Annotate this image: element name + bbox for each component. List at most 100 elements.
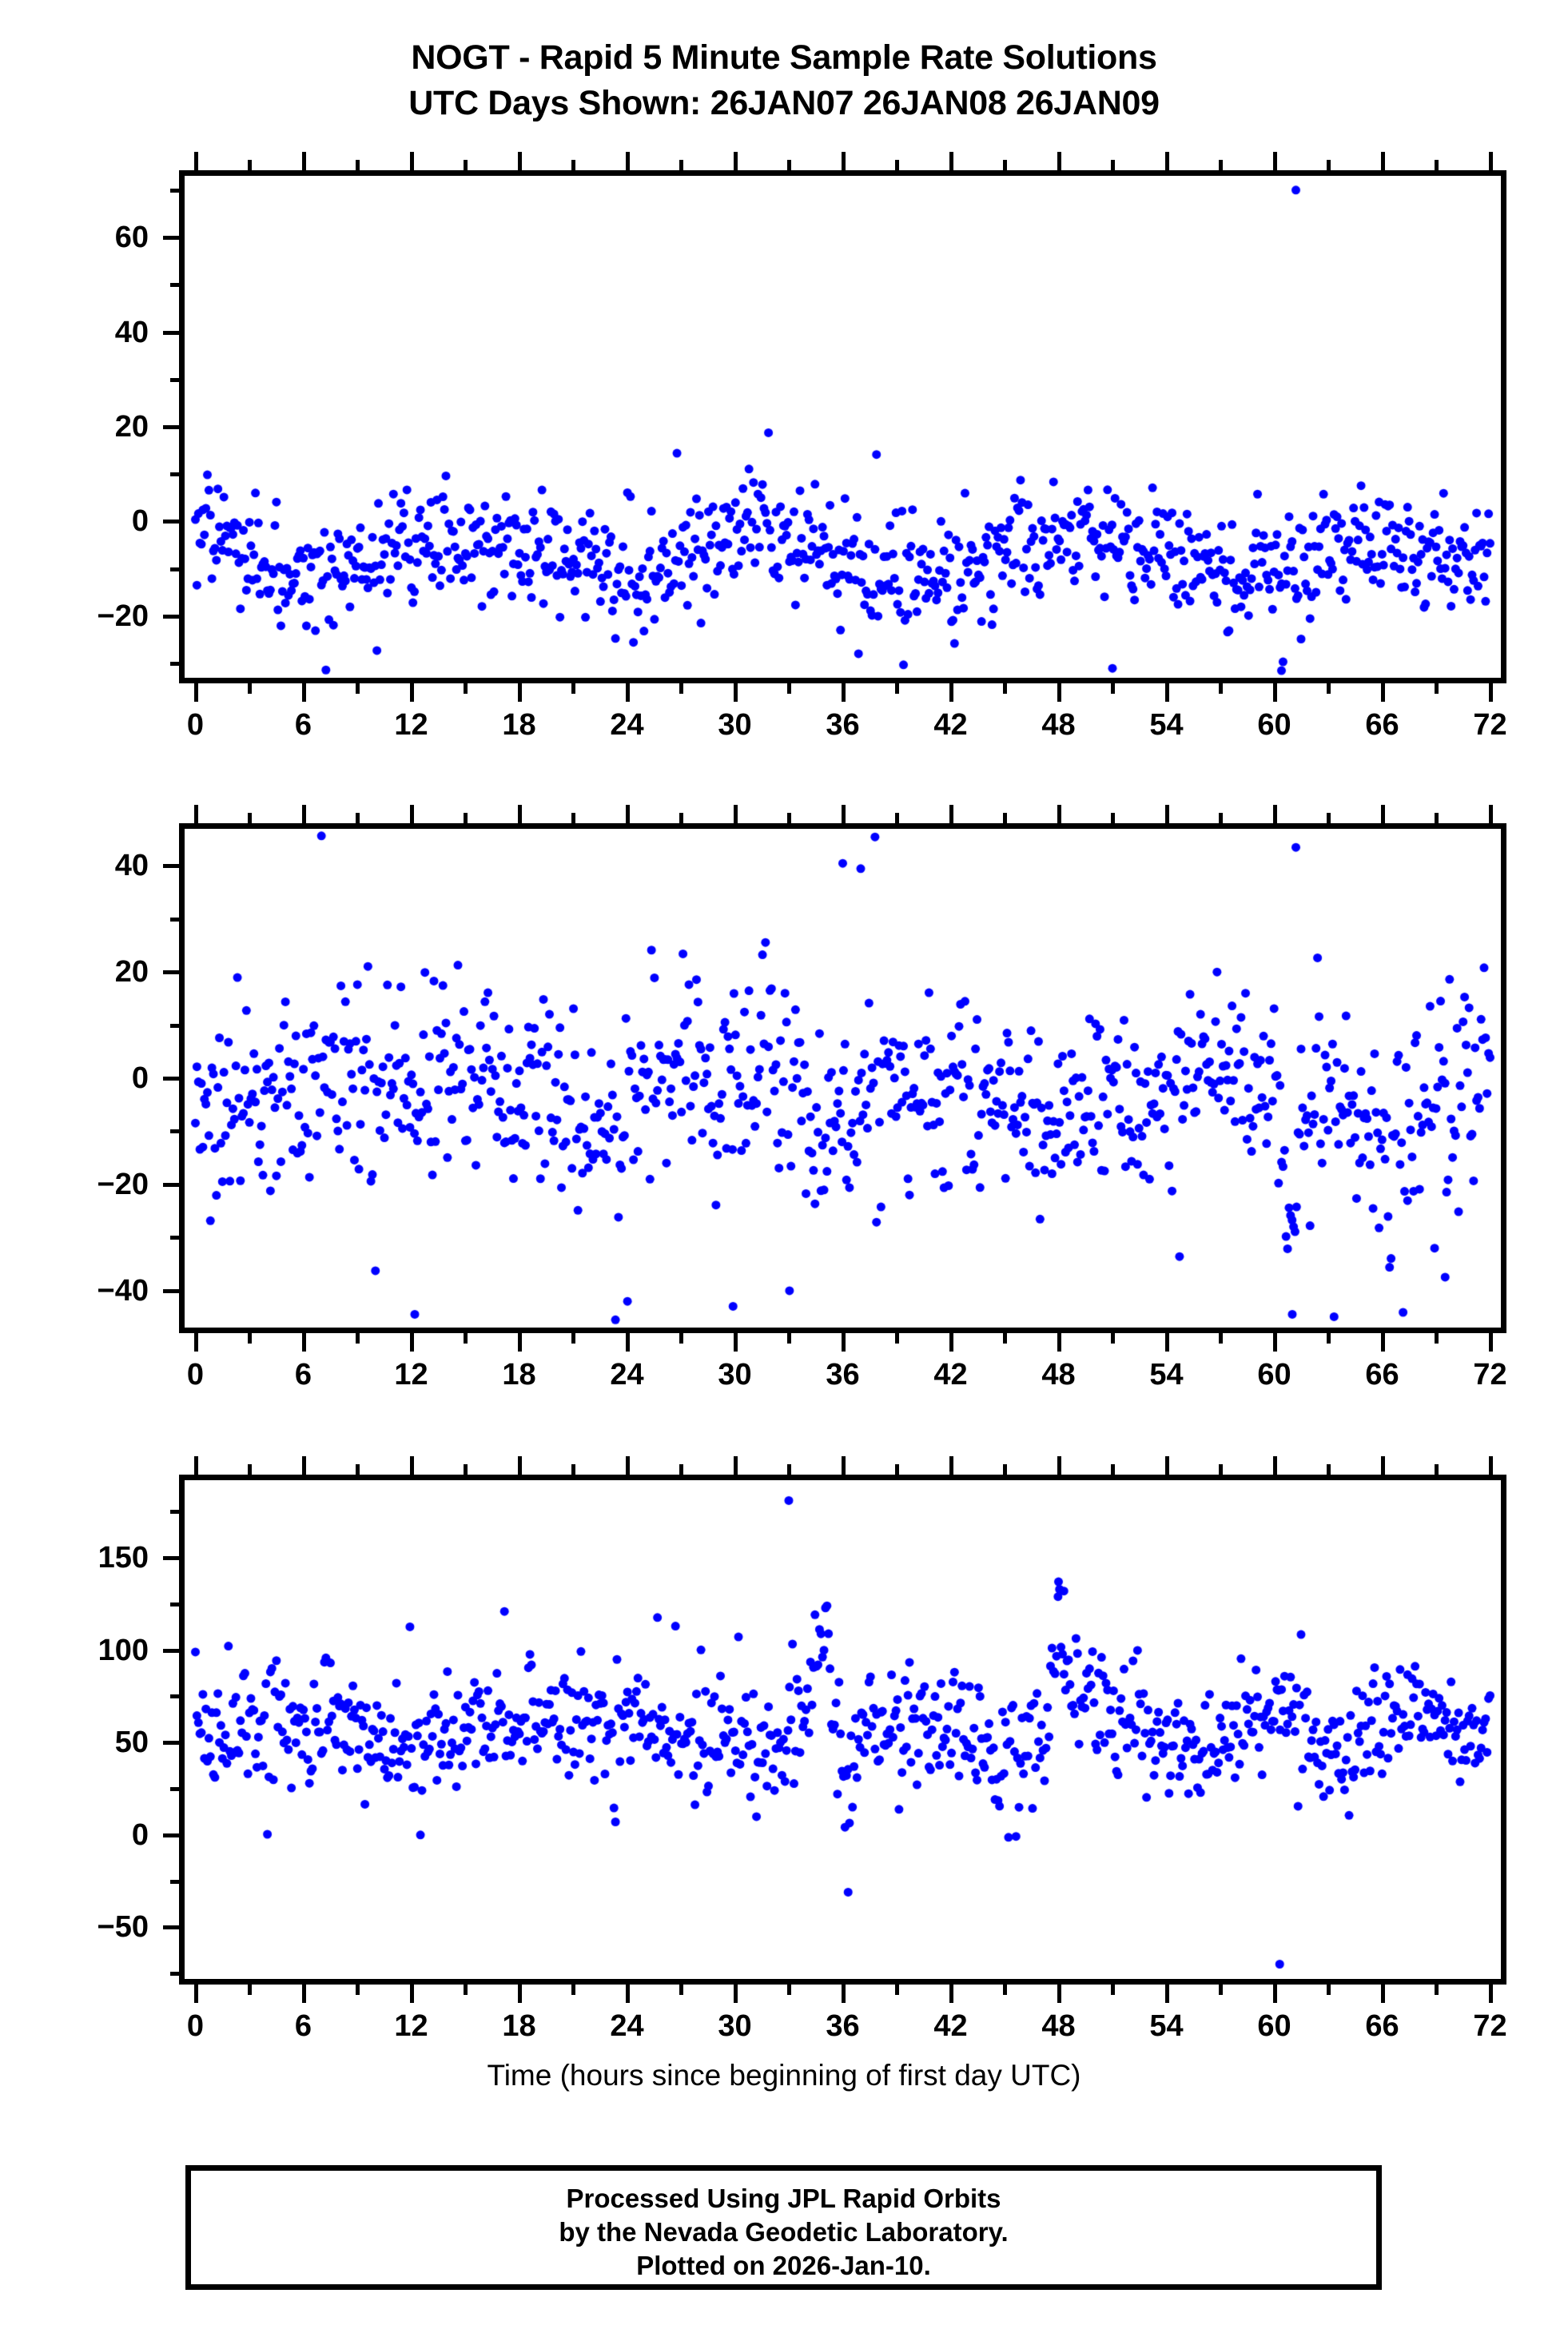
x-tick-top-major-east: [193, 152, 198, 170]
y-tick-minor-east: [170, 377, 179, 382]
x-tick-major-north: [517, 1333, 522, 1352]
x-tick-top-major-up: [949, 1456, 953, 1475]
x-tick-major-up: [517, 1985, 522, 2003]
y-tick-major-east: [163, 614, 179, 619]
x-tick-minor-east: [248, 683, 252, 694]
x-tick-minor-north: [571, 1333, 575, 1344]
x-tick-major-north: [949, 1333, 953, 1352]
x-tick-top-major-north: [1272, 805, 1277, 823]
x-tick-top-minor-up: [679, 1464, 683, 1475]
x-tick-top-minor-east: [895, 160, 899, 170]
x-tick-major-up: [193, 1985, 198, 2003]
y-tick-minor-up: [170, 1694, 179, 1699]
x-tick-minor-up: [571, 1985, 575, 1995]
x-tick-label-up: 12: [394, 2009, 428, 2043]
y-tick-minor-east: [170, 662, 179, 667]
y-tick-label-up: −50: [97, 1910, 149, 1945]
x-tick-minor-north: [679, 1333, 683, 1344]
x-tick-major-east: [949, 683, 953, 702]
x-tick-minor-east: [1003, 683, 1007, 694]
x-tick-top-minor-east: [1435, 160, 1439, 170]
x-tick-top-minor-north: [895, 813, 899, 823]
x-tick-major-east: [1164, 683, 1169, 702]
x-tick-minor-north: [895, 1333, 899, 1344]
x-tick-label-north: 42: [933, 1358, 968, 1391]
x-tick-label-east: 6: [294, 708, 312, 742]
x-tick-top-major-up: [1057, 1456, 1061, 1475]
x-tick-major-north: [733, 1333, 738, 1352]
x-tick-label-north: 72: [1473, 1358, 1507, 1391]
x-tick-major-up: [1272, 1985, 1277, 2003]
y-tick-minor-east: [170, 283, 179, 288]
x-tick-top-minor-up: [464, 1464, 468, 1475]
x-tick-label-up: 42: [933, 2009, 968, 2043]
x-tick-major-east: [517, 683, 522, 702]
x-tick-minor-up: [464, 1985, 468, 1995]
y-tick-major-up: [163, 1648, 179, 1653]
x-tick-top-major-north: [625, 805, 630, 823]
x-tick-top-minor-north: [464, 813, 468, 823]
x-tick-top-minor-north: [1003, 813, 1007, 823]
x-tick-top-minor-north: [1219, 813, 1223, 823]
x-tick-label-north: 18: [502, 1358, 536, 1391]
x-tick-label-north: 48: [1041, 1358, 1076, 1391]
chart-title: NOGT - Rapid 5 Minute Sample Rate Soluti…: [0, 35, 1568, 126]
x-tick-label-up: 60: [1257, 2009, 1291, 2043]
y-tick-label-north: 40: [114, 849, 149, 883]
x-tick-top-minor-north: [571, 813, 575, 823]
x-tick-minor-up: [1219, 1985, 1223, 1995]
x-tick-top-major-east: [733, 152, 738, 170]
x-tick-minor-east: [356, 683, 360, 694]
x-tick-top-minor-up: [356, 1464, 360, 1475]
x-tick-label-east: 60: [1257, 708, 1291, 742]
x-tick-minor-east: [679, 683, 683, 694]
y-tick-minor-up: [170, 1786, 179, 1791]
x-tick-major-north: [1380, 1333, 1385, 1352]
x-tick-minor-north: [248, 1333, 252, 1344]
y-tick-minor-north: [170, 917, 179, 922]
y-tick-major-north: [163, 970, 179, 975]
y-tick-label-east: 60: [114, 221, 149, 255]
y-tick-label-east: 0: [131, 504, 149, 539]
x-tick-major-east: [1272, 683, 1277, 702]
x-tick-major-north: [1272, 1333, 1277, 1352]
x-tick-label-east: 24: [610, 708, 644, 742]
y-tick-minor-east: [170, 472, 179, 477]
x-tick-major-east: [193, 683, 198, 702]
x-tick-minor-east: [1111, 683, 1115, 694]
x-tick-top-minor-east: [1003, 160, 1007, 170]
x-tick-major-up: [733, 1985, 738, 2003]
caption-line-1: Processed Using JPL Rapid Orbits: [566, 2184, 1001, 2213]
x-tick-top-major-up: [841, 1456, 846, 1475]
x-tick-major-up: [1380, 1985, 1385, 2003]
x-tick-major-north: [1164, 1333, 1169, 1352]
x-tick-label-north: 24: [610, 1358, 644, 1391]
x-tick-label-east: 18: [502, 708, 536, 742]
y-tick-label-up: 50: [114, 1726, 149, 1760]
y-tick-major-up: [163, 1925, 179, 1930]
x-tick-minor-east: [1219, 683, 1223, 694]
x-tick-major-north: [1488, 1333, 1493, 1352]
x-tick-major-up: [301, 1985, 306, 2003]
x-tick-label-up: 0: [186, 2009, 205, 2043]
x-tick-top-major-east: [949, 152, 953, 170]
y-tick-minor-up: [170, 1972, 179, 1977]
x-tick-top-major-east: [1380, 152, 1385, 170]
x-tick-label-east: 66: [1365, 708, 1399, 742]
y-tick-label-up: 150: [98, 1541, 149, 1575]
x-tick-major-north: [193, 1333, 198, 1352]
x-tick-top-major-up: [1272, 1456, 1277, 1475]
x-tick-major-north: [841, 1333, 846, 1352]
scatter-canvas-east: [185, 176, 1501, 678]
y-tick-label-east: 20: [114, 410, 149, 444]
chart-title-line-2: UTC Days Shown: 26JAN07 26JAN08 26JAN09: [408, 84, 1160, 122]
plot-panel-north: −40−2002040061218243036424854606672North…: [98, 805, 1507, 1390]
x-tick-minor-north: [1219, 1333, 1223, 1344]
x-tick-minor-east: [1327, 683, 1331, 694]
x-tick-top-major-east: [409, 152, 414, 170]
x-tick-top-minor-east: [1327, 160, 1331, 170]
y-tick-minor-north: [170, 1023, 179, 1028]
x-tick-top-minor-up: [571, 1464, 575, 1475]
x-tick-label-east: 30: [718, 708, 752, 742]
x-tick-minor-east: [1435, 683, 1439, 694]
